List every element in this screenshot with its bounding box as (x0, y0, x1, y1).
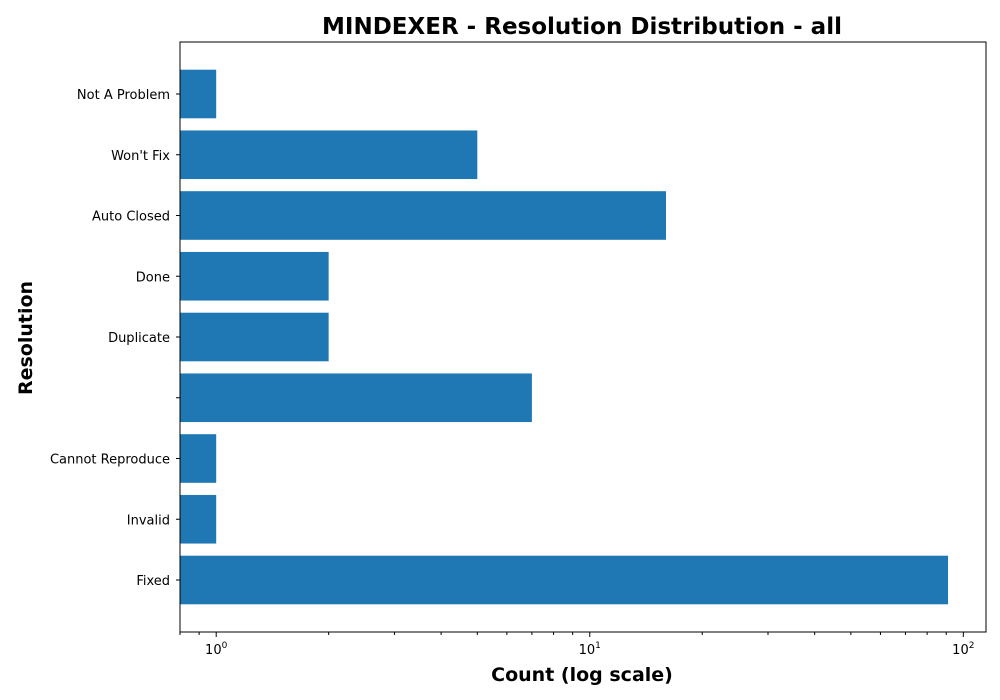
x-tick-label: 100 (205, 641, 228, 658)
bar (180, 555, 949, 605)
x-axis-label: Count (log scale) (491, 664, 673, 686)
y-tick-label: Won't Fix (111, 149, 170, 164)
bar (180, 251, 329, 301)
y-tick-label: Cannot Reproduce (50, 453, 170, 468)
y-tick-label: Invalid (127, 513, 170, 528)
bar (180, 69, 217, 119)
bar (180, 312, 329, 362)
bar (180, 130, 478, 180)
y-tick-label: Not A Problem (77, 88, 170, 103)
bar (180, 494, 217, 544)
y-tick-label: Fixed (136, 574, 170, 589)
bars-group (180, 69, 949, 605)
y-axis-label: Resolution (15, 281, 37, 395)
bar (180, 373, 532, 423)
x-axis-ticks: 100 101 102 (179, 632, 974, 658)
bar (180, 434, 217, 483)
y-tick-label: Duplicate (108, 331, 170, 346)
x-tick-label: 101 (579, 641, 601, 658)
x-tick-label: 102 (952, 641, 974, 658)
bar (180, 191, 667, 240)
y-axis-ticks: Fixed Invalid Cannot Reproduce Duplicate Don… (50, 88, 180, 589)
chart-title: MINDEXER - Resolution Distribution - all (322, 14, 842, 40)
y-tick-label: Done (136, 270, 170, 285)
y-tick-label: Auto Closed (92, 210, 170, 225)
